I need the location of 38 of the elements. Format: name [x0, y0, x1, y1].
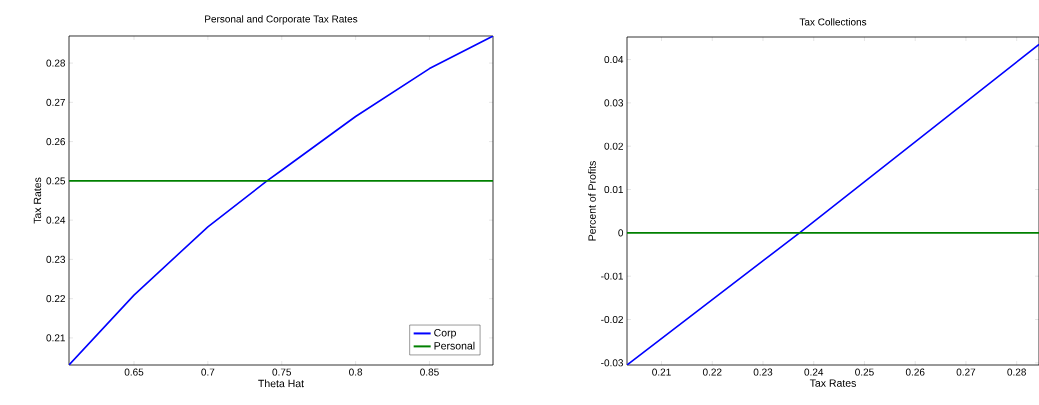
- x-tick-label: 0.7: [201, 368, 215, 376]
- y-tick-label: 0.23: [46, 255, 66, 263]
- x-tick-label: 0.21: [652, 368, 671, 376]
- y-tick-label: 0.26: [46, 138, 66, 146]
- x-axis-title: Tax Rates: [809, 379, 856, 387]
- y-tick-label: 0.21: [46, 334, 65, 342]
- y-axis-title: Percent of Profits: [588, 161, 596, 241]
- x-tick-label: 0.75: [272, 368, 292, 376]
- x-tick-label: 0.24: [804, 368, 824, 376]
- x-tick-label: 0.26: [905, 368, 925, 376]
- y-tick-label: 0.28: [46, 59, 66, 67]
- chart-title: Tax Collections: [799, 18, 867, 26]
- y-tick-label: 0.27: [46, 98, 65, 106]
- y-tick-label: 0.25: [46, 177, 66, 185]
- legend-label: Corp: [434, 329, 456, 339]
- y-tick-label: 0: [618, 229, 624, 237]
- chart-title: Personal and Corporate Tax Rates: [205, 15, 358, 25]
- x-tick-label: 0.28: [1007, 368, 1026, 376]
- y-tick-label: 0.04: [604, 55, 624, 64]
- x-tick-label: 0.27: [956, 368, 976, 376]
- x-axis-title: Theta Hat: [258, 379, 304, 388]
- y-tick-label: -0.02: [601, 315, 623, 324]
- x-tick-label: 0.25: [855, 368, 874, 376]
- x-tick-label: 0.65: [124, 368, 144, 376]
- x-tick-label: 0.85: [420, 368, 439, 376]
- y-tick-label: 0.03: [604, 99, 624, 107]
- y-tick-label: -0.01: [601, 272, 623, 280]
- y-axis-title: Tax Rates: [33, 177, 42, 224]
- line-series: [69, 36, 494, 365]
- y-tick-label: 0.22: [46, 295, 65, 303]
- legend-label: Personal: [434, 341, 475, 350]
- y-tick-label: 0.24: [46, 216, 66, 224]
- y-tick-label: 0.01: [604, 185, 623, 194]
- x-tick-label: 0.8: [349, 368, 363, 376]
- y-tick-label: -0.03: [601, 359, 624, 367]
- y-tick-label: 0.02: [604, 142, 623, 150]
- x-tick-label: 0.22: [702, 368, 722, 376]
- x-tick-label: 0.23: [753, 368, 773, 376]
